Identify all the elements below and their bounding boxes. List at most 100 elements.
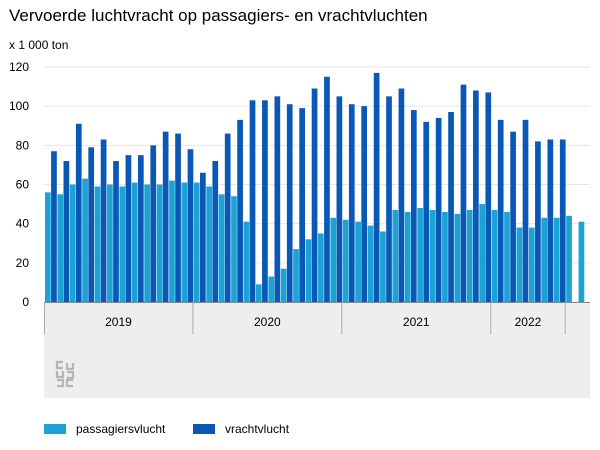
bar-passagiersvlucht xyxy=(367,225,374,302)
bar-passagiersvlucht xyxy=(206,186,213,302)
bar-passagiersvlucht xyxy=(553,217,560,302)
bar-vrachtvlucht xyxy=(224,133,231,302)
bar-passagiersvlucht xyxy=(280,268,287,302)
bar-vrachtvlucht xyxy=(485,92,492,302)
bar-passagiersvlucht xyxy=(380,231,386,302)
bar-passagiersvlucht xyxy=(417,208,423,302)
bar-vrachtvlucht xyxy=(200,172,206,302)
year-label: 2020 xyxy=(254,315,281,329)
bar-passagiersvlucht xyxy=(82,178,88,302)
bar-passagiersvlucht xyxy=(181,182,188,302)
bar-vrachtvlucht xyxy=(88,147,95,302)
y-tick-label: 0 xyxy=(22,295,29,309)
bar-passagiersvlucht xyxy=(330,217,337,302)
bar-vrachtvlucht xyxy=(559,139,566,302)
bar-vrachtvlucht xyxy=(187,149,194,302)
legend-item-passagiersvlucht: passagiersvlucht xyxy=(44,422,165,436)
x-axis-band xyxy=(44,302,590,398)
bar-vrachtvlucht xyxy=(237,119,243,302)
bar-vrachtvlucht xyxy=(150,145,157,302)
cbs-logo-icon xyxy=(55,360,75,388)
bar-vrachtvlucht xyxy=(175,133,181,302)
bar-passagiersvlucht xyxy=(491,209,498,302)
bar-vrachtvlucht xyxy=(460,84,467,302)
year-label: 2019 xyxy=(105,315,132,329)
y-tick-label: 120 xyxy=(9,60,29,74)
bar-vrachtvlucht xyxy=(311,88,318,303)
bar-passagiersvlucht xyxy=(429,209,436,302)
bar-passagiersvlucht xyxy=(404,211,411,302)
bar-vrachtvlucht xyxy=(286,104,293,302)
bar-vrachtvlucht xyxy=(423,121,430,302)
bar-passagiersvlucht xyxy=(69,184,76,302)
y-tick-label: 20 xyxy=(16,256,30,270)
bar-vrachtvlucht xyxy=(361,106,368,303)
bar-vrachtvlucht xyxy=(262,100,268,303)
bar-vrachtvlucht xyxy=(274,96,281,302)
bar-passagiersvlucht xyxy=(119,186,126,302)
bar-passagiersvlucht xyxy=(466,209,473,302)
bar-passagiersvlucht xyxy=(566,215,572,302)
bar-vrachtvlucht xyxy=(137,155,144,302)
bar-vrachtvlucht xyxy=(348,104,355,302)
bar-vrachtvlucht xyxy=(113,161,119,302)
legend-swatch-passagiersvlucht xyxy=(44,424,66,434)
bar-passagiersvlucht xyxy=(305,239,312,302)
year-label: 2022 xyxy=(515,315,542,329)
bar-vrachtvlucht xyxy=(522,119,529,302)
bar-passagiersvlucht xyxy=(169,180,175,302)
bar-passagiersvlucht xyxy=(318,233,324,302)
bar-vrachtvlucht xyxy=(510,131,516,302)
bar-vrachtvlucht xyxy=(162,131,169,302)
y-axis-unit-label: x 1 000 ton xyxy=(9,38,69,52)
y-tick-label: 80 xyxy=(16,138,30,152)
bar-vrachtvlucht xyxy=(435,117,442,303)
bar-vrachtvlucht xyxy=(100,139,107,302)
bar-vrachtvlucht xyxy=(212,161,219,302)
bar-vrachtvlucht xyxy=(299,108,305,302)
bar-vrachtvlucht xyxy=(547,139,554,302)
bar-passagiersvlucht xyxy=(293,249,299,302)
bar-passagiersvlucht xyxy=(144,184,150,302)
bar-vrachtvlucht xyxy=(336,96,343,302)
bar-passagiersvlucht xyxy=(504,211,510,302)
bar-vrachtvlucht xyxy=(386,96,392,302)
bar-passagiersvlucht xyxy=(516,227,523,302)
chart-title: Vervoerde luchtvracht op passagiers- en … xyxy=(9,6,428,25)
bar-passagiersvlucht xyxy=(131,182,138,302)
y-tick-label: 60 xyxy=(16,178,30,192)
bar-passagiersvlucht xyxy=(156,184,163,302)
legend-label-vrachtvlucht: vrachtvlucht xyxy=(225,422,290,436)
bar-passagiersvlucht xyxy=(528,227,535,302)
bar-passagiersvlucht xyxy=(578,221,585,302)
bar-vrachtvlucht xyxy=(410,110,417,302)
bar-passagiersvlucht xyxy=(442,211,448,302)
bar-passagiersvlucht xyxy=(243,221,250,302)
legend-item-vrachtvlucht: vrachtvlucht xyxy=(193,422,289,436)
bar-vrachtvlucht xyxy=(324,76,330,303)
bar-passagiersvlucht xyxy=(255,284,262,302)
bar-passagiersvlucht xyxy=(45,192,51,302)
bar-passagiersvlucht xyxy=(355,221,361,302)
bar-vrachtvlucht xyxy=(75,123,82,303)
bar-passagiersvlucht xyxy=(218,194,225,302)
legend-label-passagiersvlucht: passagiersvlucht xyxy=(76,422,166,436)
bar-vrachtvlucht xyxy=(125,155,132,302)
bar-passagiersvlucht xyxy=(231,196,237,302)
legend-swatch-vrachtvlucht xyxy=(193,424,215,434)
bar-vrachtvlucht xyxy=(51,151,57,302)
y-tick-label: 100 xyxy=(9,99,29,113)
bar-vrachtvlucht xyxy=(373,72,380,302)
y-tick-label: 40 xyxy=(16,217,30,231)
year-label: 2021 xyxy=(403,315,430,329)
bar-passagiersvlucht xyxy=(57,194,64,302)
bar-passagiersvlucht xyxy=(541,217,548,302)
bar-passagiersvlucht xyxy=(107,184,113,302)
bar-passagiersvlucht xyxy=(454,213,461,302)
bar-passagiersvlucht xyxy=(193,182,200,302)
bar-passagiersvlucht xyxy=(392,209,399,302)
bar-passagiersvlucht xyxy=(479,204,486,302)
bar-vrachtvlucht xyxy=(249,100,256,303)
bar-vrachtvlucht xyxy=(63,161,70,302)
